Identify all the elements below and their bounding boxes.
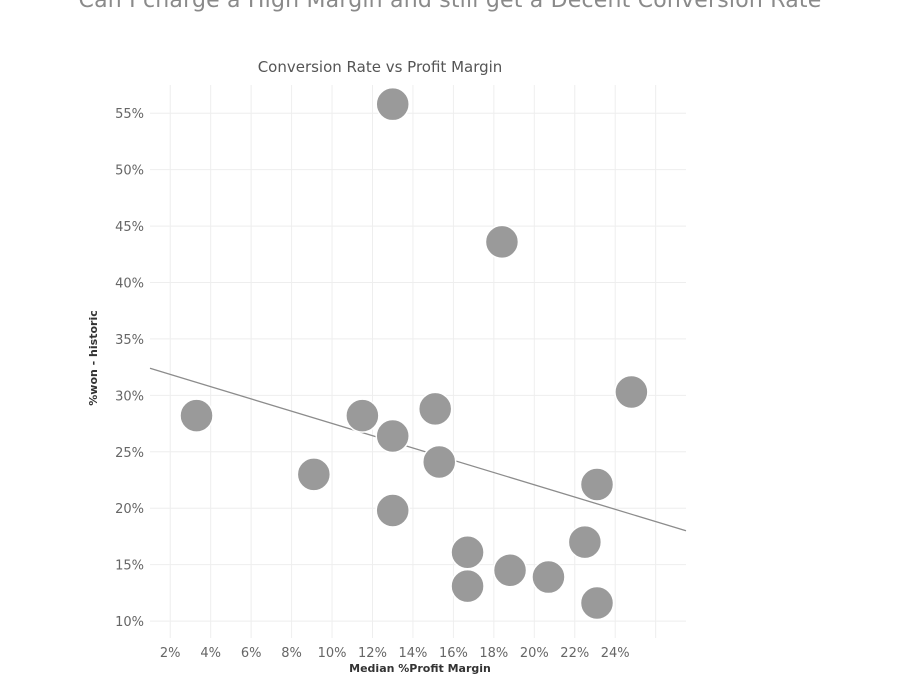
y-axis-title: %won - historic — [87, 310, 100, 405]
scatter-point[interactable] — [579, 585, 615, 621]
x-tick-label: 14% — [398, 646, 427, 661]
scatter-point[interactable] — [375, 86, 410, 122]
scatter-point[interactable] — [579, 467, 615, 502]
x-tick-label: 4% — [200, 646, 221, 661]
scatter-point[interactable] — [417, 391, 453, 427]
y-tick-label: 10% — [115, 615, 144, 630]
scatter-point[interactable] — [450, 534, 485, 570]
x-tick-label: 20% — [520, 646, 549, 661]
x-tick-label: 2% — [160, 646, 181, 661]
scatter-point[interactable] — [296, 457, 332, 492]
scatter-point[interactable] — [375, 493, 410, 528]
y-tick-label: 30% — [115, 389, 144, 404]
x-tick-label: 16% — [439, 646, 468, 661]
y-axis-ticks: 10% 15% 20% 25% 30% 35% 40% 45% 50% 55% — [115, 107, 144, 630]
y-tick-label: 40% — [115, 277, 144, 292]
trend-layer — [149, 367, 687, 532]
scatter-point[interactable] — [567, 524, 603, 560]
x-tick-label: 18% — [479, 646, 508, 661]
x-tick-label: 10% — [318, 646, 347, 661]
scatter-point[interactable] — [614, 374, 649, 410]
chart-title: Conversion Rate vs Profit Margin — [258, 58, 503, 76]
scatter-point[interactable] — [179, 398, 214, 433]
scatter-point[interactable] — [450, 568, 485, 604]
scatter-point[interactable] — [345, 398, 380, 433]
y-tick-label: 45% — [115, 220, 144, 235]
scatter-point[interactable] — [531, 559, 566, 595]
y-tick-label: 25% — [115, 446, 144, 461]
x-tick-label: 22% — [560, 646, 589, 661]
trend-line — [149, 367, 687, 532]
x-tick-label: 6% — [241, 646, 262, 661]
scatter-point[interactable] — [421, 444, 457, 480]
x-tick-label: 12% — [358, 646, 387, 661]
dashboard-title: Can I charge a High Margin and still get… — [78, 0, 822, 13]
y-tick-label: 15% — [115, 559, 144, 574]
x-tick-label: 24% — [601, 646, 630, 661]
x-axis-ticks: 2% 4% 6% 8% 10% 12% 14% 16% 18% 20% 22% 24% — [160, 646, 630, 661]
y-tick-label: 35% — [115, 333, 144, 348]
scatter-point[interactable] — [375, 418, 410, 454]
points-layer — [179, 86, 649, 621]
x-tick-label: 8% — [281, 646, 302, 661]
y-tick-label: 55% — [115, 107, 144, 122]
x-axis-title: Median %Profit Margin — [349, 662, 491, 675]
scatter-point[interactable] — [484, 224, 520, 260]
y-tick-label: 50% — [115, 164, 144, 179]
grid — [150, 85, 686, 638]
y-tick-label: 20% — [115, 502, 144, 517]
scatter-point[interactable] — [492, 553, 528, 588]
